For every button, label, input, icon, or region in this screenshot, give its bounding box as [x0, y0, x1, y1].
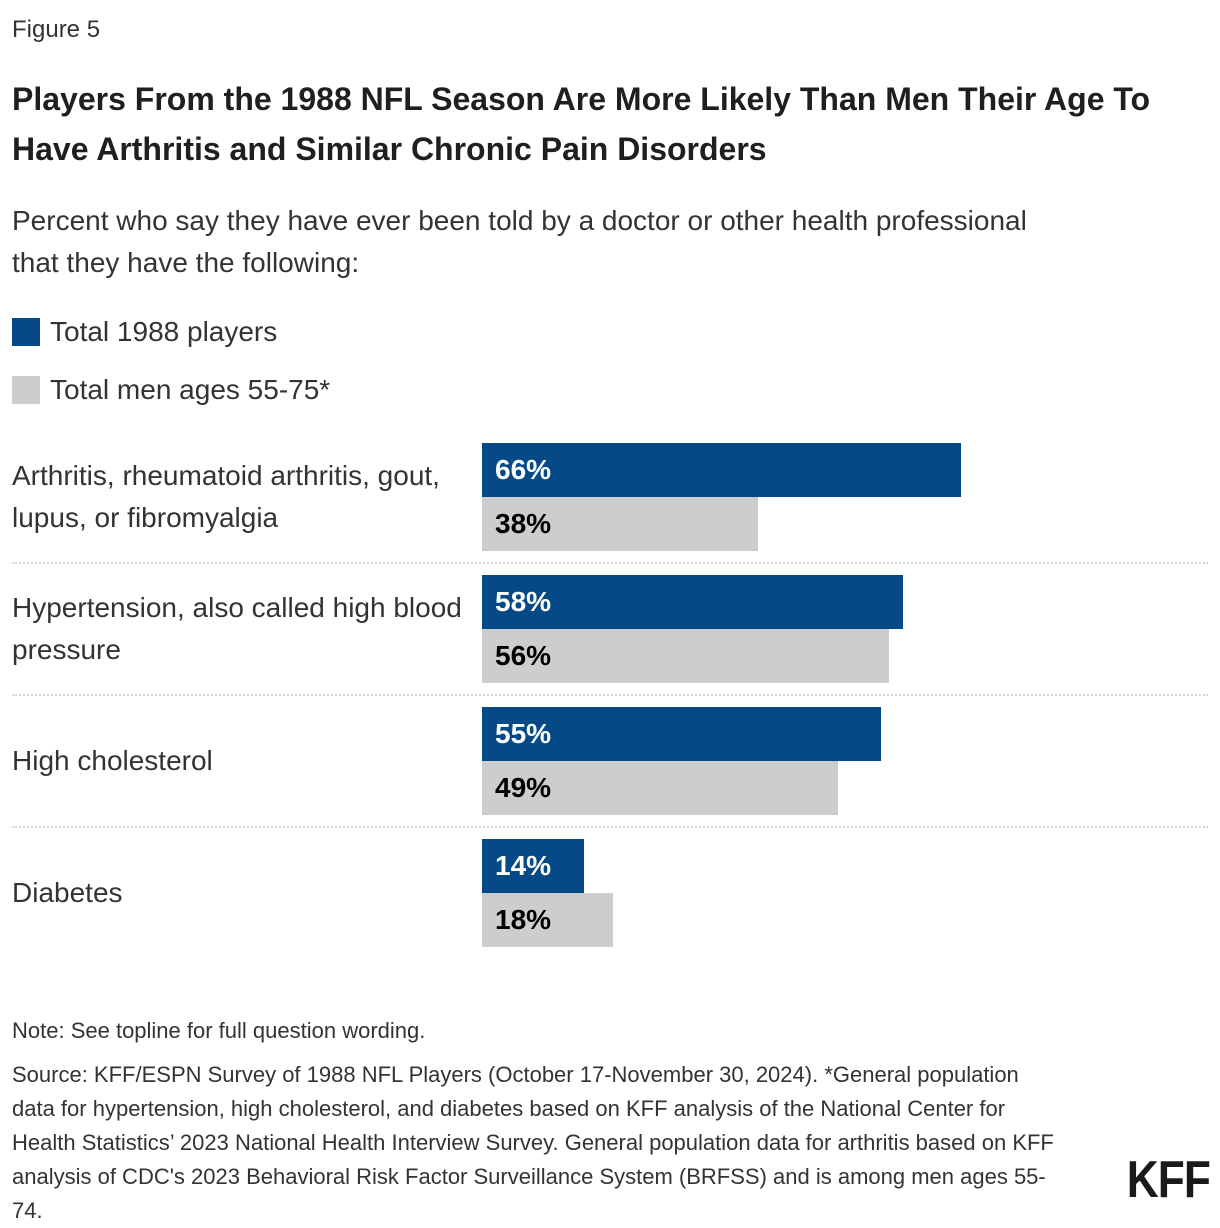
chart-title: Players From the 1988 NFL Season Are Mor… — [12, 81, 1151, 167]
figure-label: Figure 5 — [12, 16, 101, 43]
bar-series-1: 56% — [482, 629, 889, 683]
bar-series-0: 66% — [482, 443, 962, 497]
legend-label: Total men ages 55-75* — [50, 374, 331, 405]
bar-value-label: 38% — [495, 508, 552, 539]
note-text: Note: See topline for full question word… — [12, 1018, 426, 1043]
legend: Total 1988 players Total men ages 55-75* — [12, 316, 1208, 406]
bar-pair: 58% 56% — [482, 575, 1208, 683]
category-label: Arthritis, rheumatoid arthritis, gout, l… — [12, 460, 440, 533]
bar-series-0: 55% — [482, 707, 882, 761]
bar-value-label: 18% — [495, 904, 552, 935]
chart-group-row: Hypertension, also called high blood pre… — [12, 564, 1208, 696]
chart-group-row: Arthritis, rheumatoid arthritis, gout, l… — [12, 432, 1208, 564]
bar-value-label: 66% — [495, 454, 552, 485]
legend-item: Total 1988 players — [12, 316, 1208, 348]
bar-series-1: 49% — [482, 761, 838, 815]
bar-value-label: 14% — [495, 850, 552, 881]
category-label: High cholesterol — [12, 745, 213, 776]
source-text: Source: KFF/ESPN Survey of 1988 NFL Play… — [12, 1062, 1054, 1223]
bar-series-1: 38% — [482, 497, 758, 551]
bar-value-label: 58% — [495, 586, 552, 617]
legend-label: Total 1988 players — [50, 316, 278, 347]
bar-pair: 66% 38% — [482, 443, 1208, 551]
chart-subtitle: Percent who say they have ever been told… — [12, 205, 1027, 278]
chart-group-row: Diabetes 14% 18% — [12, 828, 1208, 958]
bar-chart: Arthritis, rheumatoid arthritis, gout, l… — [12, 432, 1208, 958]
bar-value-label: 56% — [495, 640, 552, 671]
category-label: Hypertension, also called high blood pre… — [12, 592, 462, 665]
legend-swatch-icon — [12, 376, 40, 404]
bar-pair: 14% 18% — [482, 839, 1208, 947]
bar-series-0: 58% — [482, 575, 904, 629]
legend-swatch-icon — [12, 318, 40, 346]
bar-series-0: 14% — [482, 839, 584, 893]
bar-pair: 55% 49% — [482, 707, 1208, 815]
category-label: Diabetes — [12, 877, 123, 908]
bar-value-label: 49% — [495, 772, 552, 803]
legend-item: Total men ages 55-75* — [12, 374, 1208, 406]
bar-series-1: 18% — [482, 893, 613, 947]
kff-logo: KFF — [1126, 1151, 1211, 1209]
chart-group-row: High cholesterol 55% 49% — [12, 696, 1208, 828]
bar-value-label: 55% — [495, 718, 552, 749]
